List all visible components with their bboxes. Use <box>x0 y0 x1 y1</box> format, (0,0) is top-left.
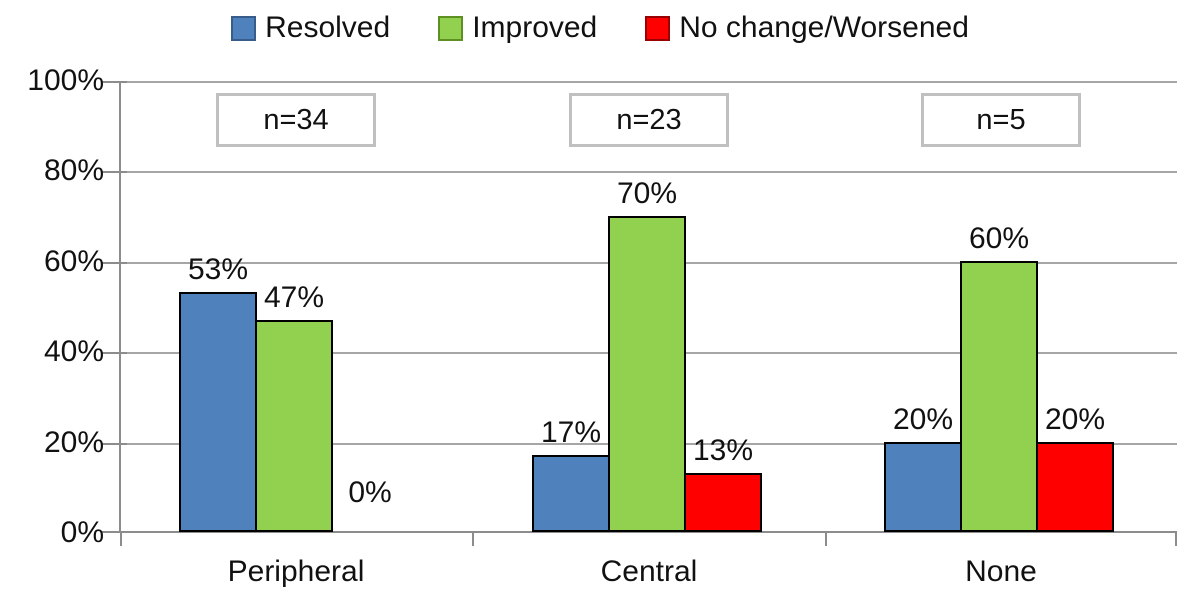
y-tick-label: 40% <box>43 335 104 368</box>
bar-resolved-peripheral <box>179 292 257 532</box>
value-label: 53% <box>187 253 249 286</box>
plot-area: 53% 47% 0% n=34 17% 70% 13% n=23 20% 60% 20% n=5 <box>101 81 1177 546</box>
legend-label-improved: Improved <box>472 11 598 44</box>
legend-swatch-resolved-icon <box>231 15 257 41</box>
legend-swatch-improved-icon <box>438 15 464 41</box>
y-tick-label: 100% <box>27 64 104 97</box>
gridline <box>120 171 1177 173</box>
bar-resolved-none <box>884 442 962 532</box>
x-category-label-peripheral: Peripheral <box>227 555 365 588</box>
y-tick-label: 20% <box>43 426 104 459</box>
legend-label-nochange: No change/Worsened <box>679 11 969 44</box>
y-tick-label: 80% <box>43 154 104 187</box>
value-label: 20% <box>1044 403 1106 436</box>
value-label: 20% <box>892 403 954 436</box>
y-tick-label: 60% <box>43 245 104 278</box>
x-axis-line <box>120 531 1177 533</box>
y-axis-tick <box>101 443 127 445</box>
value-label: 47% <box>263 281 325 314</box>
value-label: 70% <box>616 177 678 210</box>
bar-improved-central <box>608 216 686 532</box>
legend-label-resolved: Resolved <box>265 11 391 44</box>
bar-no-change-worsened-central <box>684 473 762 532</box>
bar-no-change-worsened-none <box>1036 442 1114 532</box>
value-label: 60% <box>968 222 1030 255</box>
y-axis-tick <box>101 531 127 533</box>
y-axis-tick <box>101 171 127 173</box>
y-tick-label: 0% <box>60 516 104 549</box>
y-axis-tick <box>101 352 127 354</box>
y-axis-line <box>119 81 121 533</box>
x-axis-boundary-tick <box>825 533 827 546</box>
sample-size-box: n=5 <box>921 93 1081 147</box>
x-category-label-none: None <box>965 555 1037 588</box>
legend-item-nochange: No change/Worsened <box>645 10 969 46</box>
bar-resolved-central <box>532 455 610 532</box>
x-axis-boundary-tick <box>120 533 122 546</box>
legend-item-improved: Improved <box>438 10 597 46</box>
sample-size-box: n=23 <box>569 93 729 147</box>
value-label: 0% <box>348 476 392 509</box>
value-label: 17% <box>540 416 602 449</box>
bar-improved-none <box>960 261 1038 532</box>
legend-item-resolved: Resolved <box>231 10 390 46</box>
gridline <box>120 81 1177 83</box>
x-axis-boundary-tick <box>472 533 474 546</box>
x-axis-boundary-tick <box>1175 533 1177 546</box>
y-axis-tick <box>101 262 127 264</box>
sample-size-box: n=34 <box>216 93 376 147</box>
x-category-label-central: Central <box>600 555 698 588</box>
legend-swatch-nochange-icon <box>645 15 671 41</box>
chart-legend: Resolved Improved No change/Worsened <box>0 6 1200 50</box>
y-axis-tick <box>101 81 127 83</box>
bar-improved-peripheral <box>255 320 333 532</box>
value-label: 13% <box>692 434 754 467</box>
